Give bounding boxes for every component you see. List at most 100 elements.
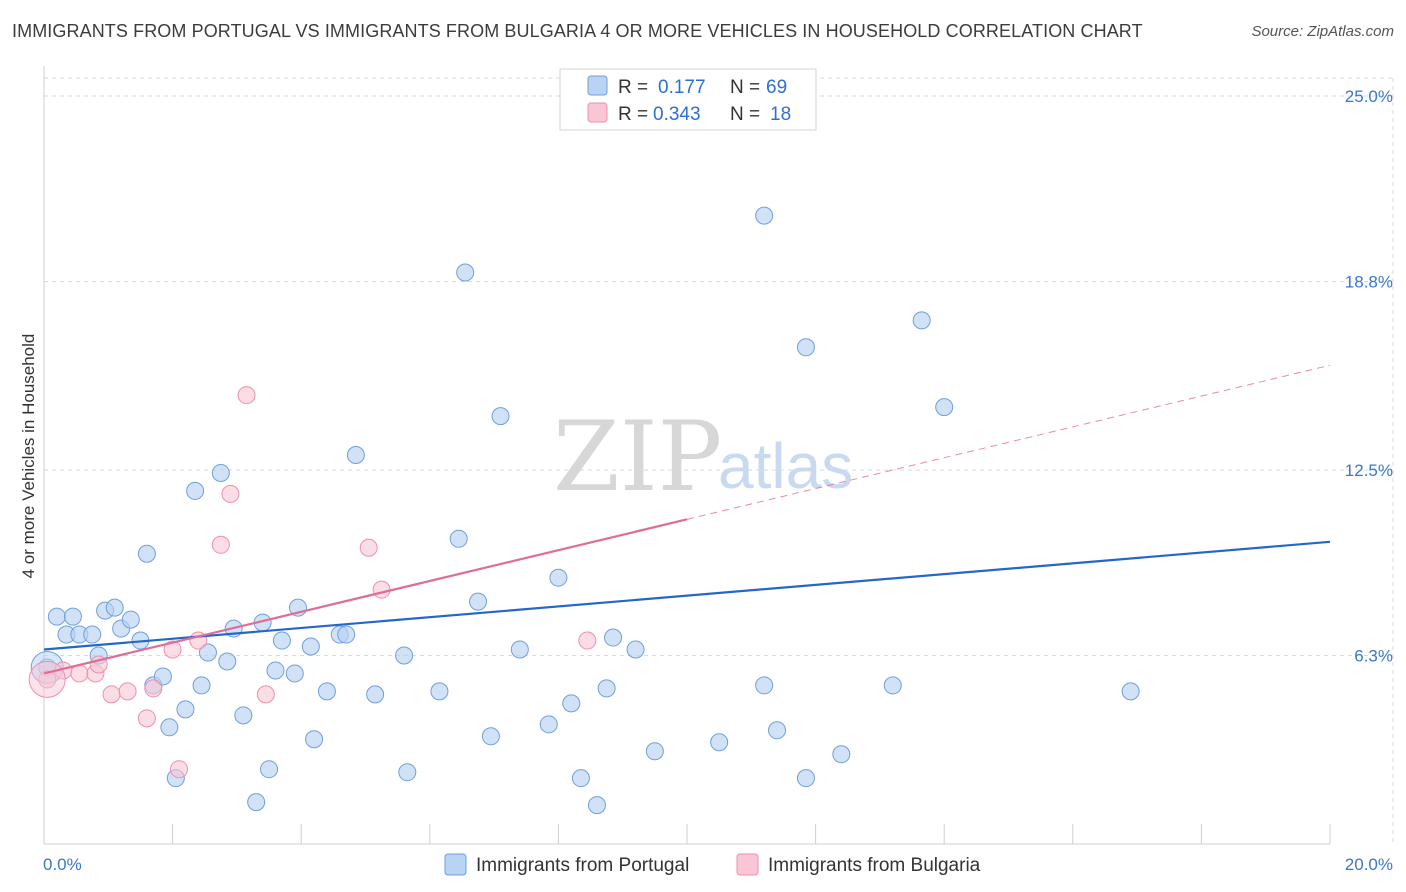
legend-swatch-portugal [587, 75, 608, 96]
y-tick-label-1: 12.5% [1345, 461, 1393, 480]
source-label: Source: ZipAtlas.com [1251, 23, 1394, 40]
portugal-point [398, 763, 417, 782]
legend-r-value-bulgaria: 0.343 [653, 104, 701, 125]
portugal-point [83, 625, 102, 644]
portugal-point [301, 637, 320, 656]
portugal-point [105, 598, 124, 617]
bulgaria-point [144, 679, 163, 698]
portugal-point [317, 682, 336, 701]
legend-swatch-bulgaria [587, 102, 608, 123]
y-axis-title: 4 or more Vehicles in Household [19, 334, 38, 579]
portugal-point [160, 718, 179, 737]
portugal-point [510, 640, 529, 659]
portugal-point [755, 206, 774, 225]
portugal-point [883, 676, 902, 695]
bulgaria-point [118, 682, 137, 701]
x-tick-label-min: 0.0% [43, 855, 82, 874]
bulgaria-point [578, 631, 597, 650]
portugal-point [186, 481, 205, 500]
portugal-point [626, 640, 645, 659]
bulgaria-point [137, 709, 156, 728]
bottom-legend-label-bulgaria: Immigrants from Bulgaria [768, 855, 981, 876]
portugal-point [153, 667, 172, 686]
portugal-point [63, 607, 82, 626]
legend-n-value-portugal: 69 [766, 77, 787, 98]
series-bulgaria-points [28, 386, 597, 779]
axes [43, 66, 1331, 845]
portugal-point [645, 742, 664, 761]
portugal-point [481, 727, 500, 746]
portugal-point [562, 694, 581, 713]
watermark: ZIP atlas [553, 401, 853, 513]
legend-r-value-portugal: 0.177 [658, 77, 706, 98]
portugal-point [192, 676, 211, 695]
legend-n-value-bulgaria: 18 [770, 104, 791, 125]
legend-n-label-bulgaria: N = [730, 104, 760, 125]
portugal-point [832, 745, 851, 764]
portugal-point [121, 610, 140, 629]
portugal-point [430, 682, 449, 701]
bulgaria-point [237, 386, 256, 405]
y-tick-label-2: 18.8% [1345, 272, 1393, 291]
portugal-point [710, 733, 729, 752]
portugal-point [337, 625, 356, 644]
portugal-point [305, 730, 324, 749]
portugal-point [285, 664, 304, 683]
bulgaria-point [163, 640, 182, 659]
portugal-point [587, 796, 606, 815]
portugal-point [549, 568, 568, 587]
y-tick-labels: 6.3% 12.5% 18.8% 25.0% [1345, 87, 1393, 666]
portugal-point [755, 676, 774, 695]
portugal-point [346, 446, 365, 465]
y-tick-label-0: 6.3% [1354, 646, 1393, 665]
bulgaria-point [256, 685, 275, 704]
portugal-point [796, 338, 815, 357]
portugal-point [198, 643, 217, 662]
portugal-point [597, 679, 616, 698]
bulgaria-point-large [28, 660, 66, 698]
portugal-point [796, 769, 815, 788]
legend-r-label-portugal: R = [618, 77, 648, 98]
bulgaria-point [211, 535, 230, 554]
legend-r-label-bulgaria: R = [618, 104, 648, 125]
portugal-point [366, 685, 385, 704]
trend-line-bulgaria [43, 518, 688, 675]
watermark-zip: ZIP [553, 401, 722, 513]
bulgaria-point [372, 580, 391, 599]
portugal-point [456, 263, 475, 282]
bottom-legend: Immigrants from Portugal Immigrants from… [444, 853, 981, 876]
trend-line-portugal [43, 540, 1331, 651]
portugal-point [234, 706, 253, 725]
portugal-point [935, 398, 954, 417]
portugal-point [571, 769, 590, 788]
legend-box: R = 0.177 N = 69 R = 0.343 N = 18 [559, 68, 817, 131]
bulgaria-point [102, 685, 121, 704]
chart-title: IMMIGRANTS FROM PORTUGAL VS IMMIGRANTS F… [12, 21, 1143, 41]
series-portugal-points [30, 206, 1140, 815]
bottom-legend-swatch-portugal [444, 853, 467, 876]
portugal-point [176, 700, 195, 719]
portugal-point [768, 721, 787, 740]
bottom-legend-label-portugal: Immigrants from Portugal [476, 855, 689, 876]
portugal-point [491, 407, 510, 426]
watermark-atlas: atlas [718, 430, 853, 502]
trend-line-bulgaria-extension [686, 364, 1331, 520]
portugal-point [266, 661, 285, 680]
x-tick-label-max: 20.0% [1345, 855, 1393, 874]
portugal-point [1121, 682, 1140, 701]
portugal-point [912, 311, 931, 330]
portugal-point [539, 715, 558, 734]
portugal-point [395, 646, 414, 665]
portugal-point [247, 793, 266, 812]
bottom-legend-swatch-bulgaria [736, 853, 759, 876]
portugal-point [260, 760, 279, 779]
portugal-point [137, 544, 156, 563]
portugal-point [211, 463, 230, 482]
portugal-point [604, 628, 623, 647]
portugal-point [272, 631, 291, 650]
bulgaria-point [221, 484, 240, 503]
portugal-point [47, 607, 66, 626]
legend-n-label-portugal: N = [730, 77, 760, 98]
trend-lines [43, 364, 1331, 675]
